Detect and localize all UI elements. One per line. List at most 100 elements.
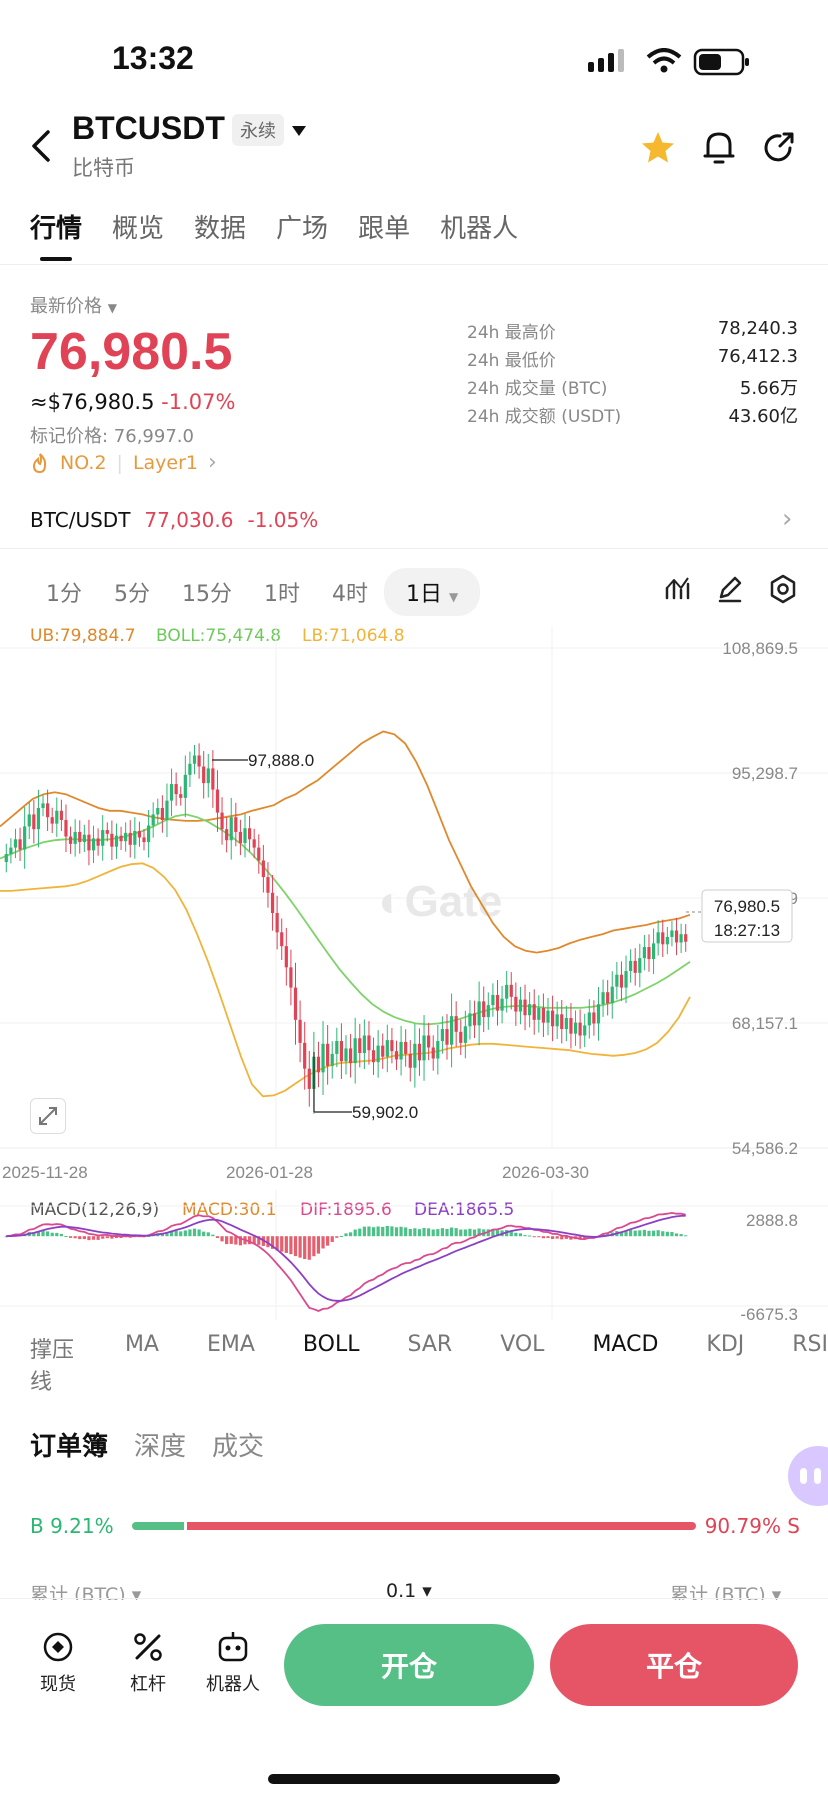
macd-histogram-bar xyxy=(578,1236,582,1240)
indicator-settings-icon[interactable] xyxy=(664,574,692,604)
bottom-leverage[interactable]: 杠杆 xyxy=(130,1630,166,1696)
open-position-button[interactable]: 开仓 xyxy=(284,1624,534,1706)
macd-histogram-bar xyxy=(468,1228,472,1237)
candle-body xyxy=(560,1014,564,1030)
tab-bots[interactable]: 机器人 xyxy=(440,214,519,244)
interval-1m[interactable]: 1分 xyxy=(46,582,82,607)
bottom-spot[interactable]: 现货 xyxy=(40,1630,76,1696)
candle-body xyxy=(23,826,27,850)
ob-col-precision[interactable]: 0.1 ▾ xyxy=(386,1580,432,1600)
candle-body xyxy=(528,1004,532,1016)
indicator-support-resistance[interactable]: 撑压线 xyxy=(30,1338,75,1395)
favorite-star-icon[interactable] xyxy=(640,130,676,164)
indicator-ema[interactable]: EMA xyxy=(206,1332,255,1357)
indicator-macd[interactable]: MACD xyxy=(592,1332,659,1357)
tab-copy-trading[interactable]: 跟单 xyxy=(358,214,411,244)
macd-histogram-bar xyxy=(257,1236,261,1245)
macd-histogram-bar xyxy=(266,1236,270,1248)
tab-overview[interactable]: 概览 xyxy=(112,214,165,244)
tab-depth[interactable]: 深度 xyxy=(134,1432,187,1462)
indicator-sar[interactable]: SAR xyxy=(407,1332,453,1357)
ob-col-cumulative-left[interactable]: 累计 (BTC) ▾ xyxy=(30,1584,142,1600)
candle-body xyxy=(156,807,160,815)
bottom-bots[interactable]: 机器人 xyxy=(206,1630,260,1696)
macd-lines xyxy=(6,1211,686,1312)
candle-body xyxy=(243,828,247,843)
indicator-ma[interactable]: MA xyxy=(124,1332,159,1357)
macd-histogram-bar xyxy=(348,1232,353,1237)
candle-body xyxy=(592,1012,596,1024)
macd-histogram-bar xyxy=(495,1230,500,1237)
ob-col-cumulative-right[interactable]: 累计 (BTC) ▾ xyxy=(670,1584,782,1600)
indicator-vol[interactable]: VOL xyxy=(500,1332,545,1357)
candle-body xyxy=(326,1043,330,1066)
alert-bell-icon[interactable] xyxy=(702,128,736,166)
spot-chevron-right-icon[interactable]: › xyxy=(782,504,793,534)
macd-histogram-bar xyxy=(303,1236,307,1260)
macd-histogram-bar xyxy=(518,1233,523,1237)
fullscreen-button[interactable] xyxy=(30,1098,66,1134)
last-price: 76,980.5 xyxy=(30,323,233,381)
tab-square[interactable]: 广场 xyxy=(276,214,329,244)
macd-histogram-bar xyxy=(110,1236,114,1239)
interval-bar: 1分 5分 15分 1时 4时 1日 ▼ xyxy=(30,568,481,616)
candle-body xyxy=(225,829,229,841)
candle-body xyxy=(449,1016,454,1045)
macd-histogram-bar xyxy=(670,1232,674,1237)
last-price-label[interactable]: 最新价格 ▼ xyxy=(30,292,117,318)
macd-histogram-bar xyxy=(188,1229,192,1237)
interval-15m[interactable]: 15分 xyxy=(182,582,232,607)
tab-market[interactable]: 行情 xyxy=(30,208,82,261)
macd-histogram-bar xyxy=(550,1236,555,1239)
macd-grid xyxy=(0,1190,828,1320)
indicator-tabs: 撑压线 MA EMA BOLL SAR VOL MACD KDJ RSI xyxy=(30,1332,828,1396)
tab-data[interactable]: 数据 xyxy=(194,214,247,244)
spot-pair-row[interactable]: BTC/USDT 77,030.6 -1.05% xyxy=(30,508,318,532)
macd-histogram-bar xyxy=(541,1236,546,1239)
chart-settings-gear-icon[interactable] xyxy=(768,574,798,604)
share-icon[interactable] xyxy=(762,130,796,164)
macd-histogram-bar xyxy=(523,1235,527,1237)
leverage-icon xyxy=(134,1633,162,1661)
macd-histogram-bar xyxy=(371,1227,376,1237)
macd-histogram-bar xyxy=(679,1234,683,1237)
interval-1h[interactable]: 1时 xyxy=(264,582,300,607)
macd-histogram-bar xyxy=(211,1234,215,1237)
candle-body xyxy=(610,986,614,1004)
tab-orderbook[interactable]: 订单簿 xyxy=(30,1432,109,1462)
macd-chart[interactable]: 2888.8 -6675.3 xyxy=(0,1190,828,1320)
macd-histogram-bar xyxy=(247,1236,252,1245)
contract-type-tag: 永续 xyxy=(232,114,284,146)
interval-5m[interactable]: 5分 xyxy=(114,582,150,607)
draw-pen-icon[interactable] xyxy=(716,574,744,604)
candle-body xyxy=(445,1029,449,1045)
floating-assistant-button[interactable] xyxy=(788,1446,828,1506)
macd-histogram-bar xyxy=(252,1236,256,1245)
macd-histogram-bar xyxy=(101,1236,105,1239)
indicator-boll[interactable]: BOLL xyxy=(302,1332,360,1357)
candle-body xyxy=(505,984,509,999)
back-chevron-icon[interactable] xyxy=(28,128,52,164)
candle-body xyxy=(468,1013,472,1027)
candle-body xyxy=(684,934,688,942)
candle-body xyxy=(142,837,146,843)
price-chart[interactable]: ◐Gate 108,869.595,298.781,727.968,157.15… xyxy=(0,626,828,1186)
interval-4h[interactable]: 4时 xyxy=(332,582,368,607)
interval-1d[interactable]: 1日 ▼ xyxy=(384,568,481,616)
symbol-title[interactable]: BTCUSDT xyxy=(72,110,225,146)
spot-icon xyxy=(43,1632,73,1662)
buy-sell-ratio-bar xyxy=(132,1522,696,1530)
macd-histogram-bar xyxy=(225,1236,229,1245)
x-tick-label: 2025-11-28 xyxy=(2,1163,88,1182)
symbol-dropdown-icon[interactable] xyxy=(290,124,308,138)
tab-trades[interactable]: 成交 xyxy=(212,1432,265,1462)
indicator-kdj[interactable]: KDJ xyxy=(706,1332,745,1357)
indicator-rsi[interactable]: RSI xyxy=(792,1332,828,1357)
candle-body xyxy=(674,930,679,943)
candle-body xyxy=(541,1007,546,1023)
candle-body xyxy=(454,1016,458,1032)
candle-body xyxy=(394,1051,399,1060)
close-position-button[interactable]: 平仓 xyxy=(550,1624,798,1706)
candle-body xyxy=(344,1048,348,1062)
rank-row[interactable]: NO.2 | Layer1 › xyxy=(30,450,217,475)
